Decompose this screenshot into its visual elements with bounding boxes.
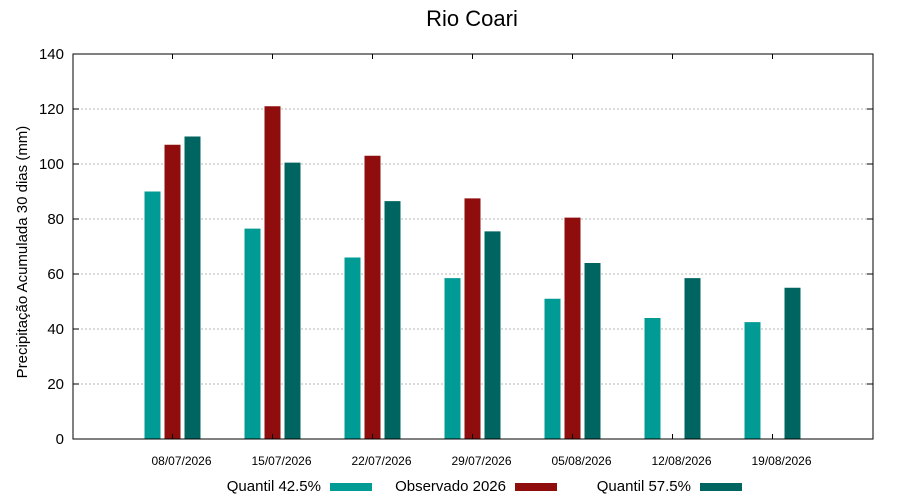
bar-quantil-57-5--4: [584, 263, 601, 439]
legend-swatch-1: [515, 483, 557, 491]
bar-observado-2026-3: [464, 198, 481, 439]
legend-label-1: Observado 2026: [395, 478, 506, 495]
x-tick-label-4: 05/08/2026: [551, 454, 611, 468]
bar-quantil-57-5--2: [384, 201, 401, 439]
y-tick-label-7: 140: [39, 46, 64, 63]
x-ticks: 08/07/2026 15/07/2026 22/07/2026 29/07/2026…: [151, 54, 812, 468]
bar-observado-2026-2: [364, 155, 381, 439]
bar-quantil-42-5--5: [644, 318, 661, 439]
chart-title: Rio Coari: [426, 6, 518, 31]
bar-observado-2026-1: [264, 106, 281, 439]
bar-quantil-57-5--5: [684, 278, 701, 439]
bar-quantil-42-5--2: [344, 257, 361, 439]
legend-label-2: Quantil 57.5%: [597, 478, 691, 495]
x-tick-label-0: 08/07/2026: [151, 454, 211, 468]
bars: [144, 106, 801, 439]
y-ticks: 0 20 40 60 80 100 120 140: [39, 46, 873, 448]
y-tick-label-0: 0: [56, 431, 64, 448]
bar-quantil-57-5--6: [784, 287, 801, 439]
y-tick-label-3: 60: [47, 266, 64, 283]
bar-quantil-42-5--4: [544, 298, 561, 439]
bar-quantil-57-5--0: [184, 136, 201, 439]
bar-quantil-42-5--6: [744, 322, 761, 439]
y-tick-label-2: 40: [47, 321, 64, 338]
x-tick-label-3: 29/07/2026: [451, 454, 511, 468]
x-tick-label-5: 12/08/2026: [651, 454, 711, 468]
x-tick-label-1: 15/07/2026: [251, 454, 311, 468]
bar-quantil-42-5--3: [444, 278, 461, 439]
bar-quantil-42-5--1: [244, 228, 261, 439]
y-axis-label: Precipitação Acumulada 30 dias (mm): [14, 126, 31, 379]
legend-swatch-0: [330, 483, 372, 491]
y-tick-label-6: 120: [39, 101, 64, 118]
bar-observado-2026-0: [164, 144, 181, 439]
y-tick-label-4: 80: [47, 211, 64, 228]
bar-quantil-57-5--3: [484, 231, 501, 439]
legend-label-0: Quantil 42.5%: [227, 478, 321, 495]
legend-swatch-2: [700, 483, 742, 491]
y-tick-label-1: 20: [47, 376, 64, 393]
x-tick-label-6: 19/08/2026: [751, 454, 811, 468]
y-tick-label-5: 100: [39, 156, 64, 173]
bar-quantil-42-5--0: [144, 191, 161, 439]
x-tick-label-2: 22/07/2026: [351, 454, 411, 468]
legend: Quantil 42.5% Observado 2026 Quantil 57.5%: [227, 478, 742, 495]
bar-quantil-57-5--1: [284, 162, 301, 439]
bar-observado-2026-4: [564, 217, 581, 439]
